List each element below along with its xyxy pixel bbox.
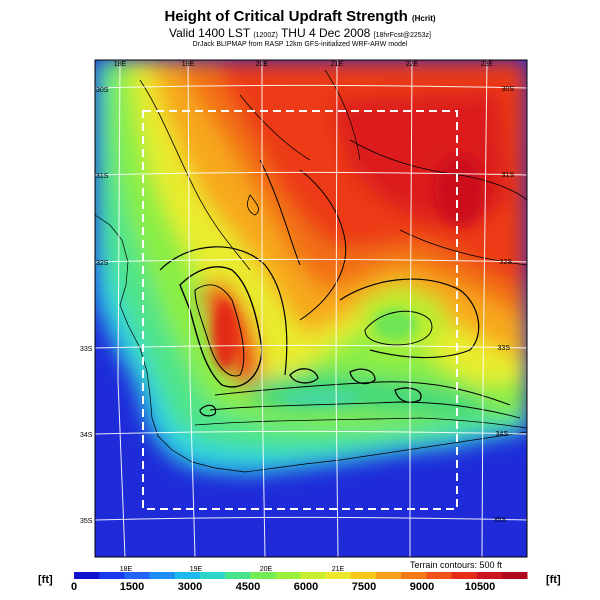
colorbar-tick-label: 1500: [120, 581, 144, 593]
lon-label-top: 21E: [331, 61, 344, 68]
lon-label-bottom: 18E: [120, 566, 133, 573]
colorbar-swatch: [350, 572, 377, 579]
lat-label-left: 33S: [80, 346, 93, 353]
lat-label-left: 32S: [96, 260, 109, 267]
colorbar-tick-label: 9000: [410, 581, 434, 593]
colorbar-swatch: [401, 572, 427, 579]
lat-label-left: 31S: [96, 173, 109, 180]
coastline: [95, 214, 527, 473]
valid-time-line: Valid 1400 LST (1200Z) THU 4 Dec 2008 [1…: [169, 26, 431, 40]
colorbar-swatch: [74, 572, 100, 579]
colorbar-swatch: [199, 572, 226, 579]
colorbar-swatch: [426, 572, 452, 579]
terrain-contours-note: Terrain contours: 500 ft: [410, 560, 503, 570]
colorbar: [74, 572, 528, 579]
colorbar-swatch: [250, 572, 276, 579]
lon-label-bottom: 21E: [332, 566, 345, 573]
terrain-contours: [139, 69, 527, 429]
colorbar-swatch: [325, 572, 352, 579]
map-title: Height of Critical Updraft Strength (Hcr…: [164, 8, 436, 25]
colorbar-swatch: [124, 572, 150, 579]
colorbar-swatch: [225, 572, 251, 579]
lon-label-bottom: 19E: [190, 566, 203, 573]
colorbar-tick-label: 10500: [465, 581, 496, 593]
colorbar-swatch: [174, 572, 201, 579]
colorbar-swatch: [99, 572, 125, 579]
lat-label-right: 33S: [498, 345, 511, 352]
model-line: DrJack BLIPMAP from RASP 12km GFS-initia…: [192, 41, 408, 48]
colorbar-swatch: [300, 572, 327, 579]
lat-label-left: 35S: [80, 518, 93, 525]
colorbar-tick-label: 4500: [236, 581, 260, 593]
colorbar-swatch: [476, 572, 503, 579]
colorbar-swatch: [275, 572, 301, 579]
lon-label-top: 18E: [114, 61, 127, 68]
map-frame: [94, 59, 528, 558]
colorbar-tick-label: 3000: [178, 581, 202, 593]
colorbar-ticks: 0 1500 3000 4500 6000 7500 9000 10500: [71, 581, 495, 593]
land-field: [95, 60, 527, 474]
lon-label-top: 22E: [406, 61, 419, 68]
lon-label-top: 20E: [256, 61, 269, 68]
colorbar-tick-label: 0: [71, 581, 77, 593]
lon-label-top: 23E: [481, 61, 494, 68]
lat-label-right: 30S: [502, 86, 515, 93]
lat-label-right: 34S: [496, 431, 509, 438]
colorbar-unit-left: [ft]: [38, 574, 53, 586]
colorbar-tick-label: 7500: [352, 581, 376, 593]
colorbar-swatch: [451, 572, 478, 579]
lat-label-right: 35S: [494, 517, 507, 524]
inner-domain-boundary: [142, 110, 458, 510]
lat-label-right: 32S: [500, 259, 513, 266]
colorbar-tick-label: 6000: [294, 581, 318, 593]
lat-label-left: 30S: [96, 87, 109, 94]
lat-label-right: 31S: [502, 172, 515, 179]
lon-label-bottom: 20E: [260, 566, 273, 573]
colorbar-unit-right: [ft]: [546, 574, 561, 586]
lat-label-left: 34S: [80, 432, 93, 439]
lon-label-top: 19E: [182, 61, 195, 68]
colorbar-swatch: [149, 572, 176, 579]
colorbar-swatch: [501, 572, 528, 579]
graticule: [95, 60, 527, 557]
colorbar-swatch: [376, 572, 402, 579]
